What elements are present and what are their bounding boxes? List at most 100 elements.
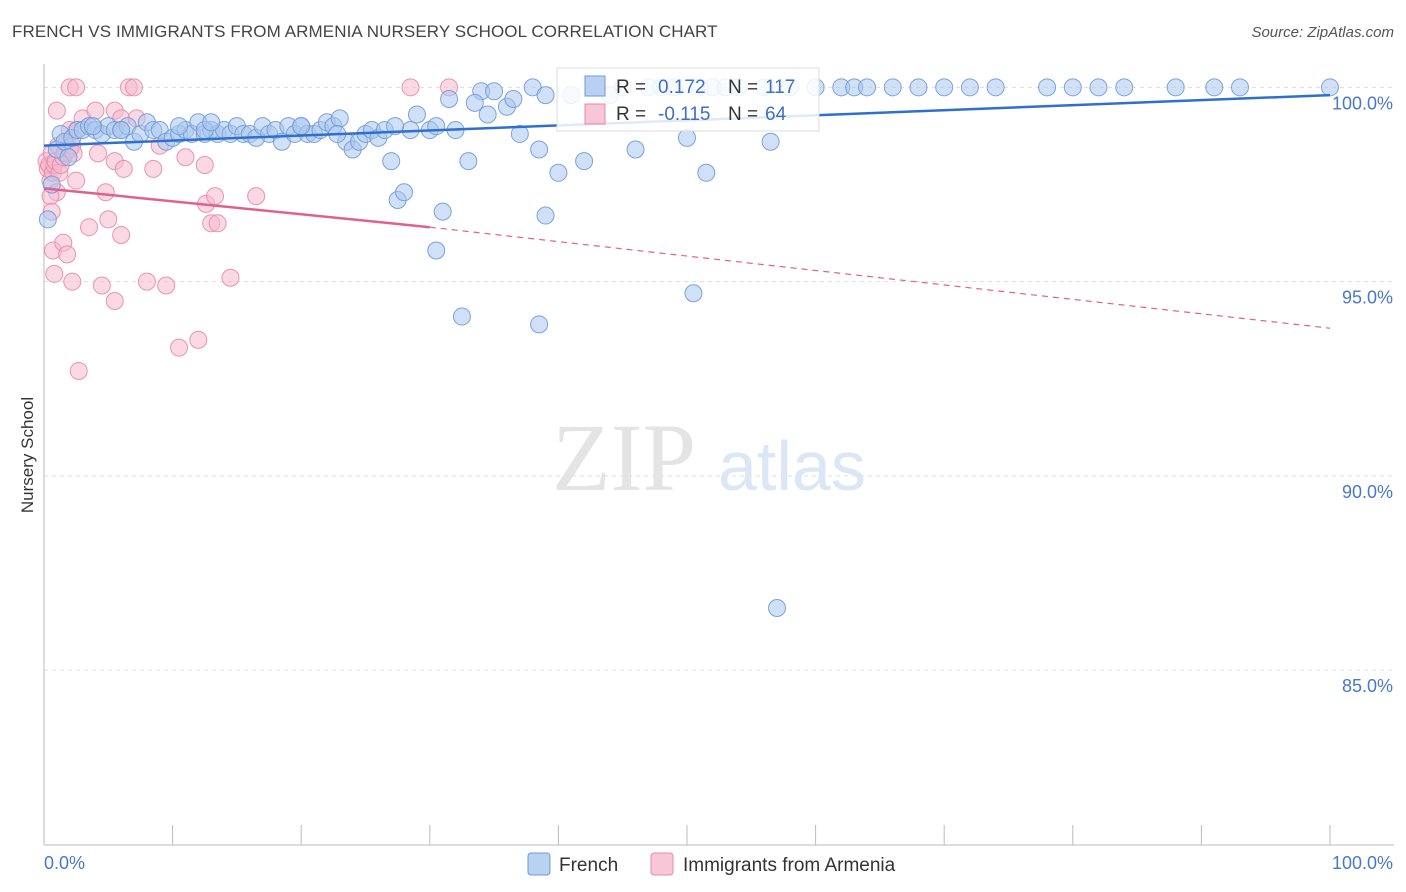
point-french: [1230, 78, 1249, 97]
point-french: [986, 78, 1005, 97]
trend-line-armenia: [43, 187, 430, 229]
point-armenia: [67, 78, 86, 97]
point-armenia: [195, 156, 214, 175]
point-french: [536, 86, 555, 105]
point-armenia: [92, 276, 111, 295]
point-french: [697, 163, 716, 182]
point-french: [549, 163, 568, 182]
point-armenia: [221, 268, 240, 287]
y-tick-label: 100.0%: [1332, 93, 1393, 113]
point-armenia: [99, 210, 118, 229]
point-french: [510, 124, 529, 143]
y-axis-label: Nursery School: [18, 397, 37, 513]
watermark-zip: ZIP: [552, 404, 696, 511]
point-french: [504, 89, 523, 108]
point-armenia: [144, 159, 163, 178]
point-french: [1115, 78, 1134, 97]
point-armenia: [96, 183, 115, 202]
point-french: [459, 152, 478, 171]
point-french: [478, 105, 497, 124]
watermark-atlas: atlas: [718, 427, 866, 505]
point-armenia: [208, 214, 227, 233]
point-french: [427, 241, 446, 260]
stats-n-value-french: 117: [765, 77, 795, 98]
point-french: [112, 121, 131, 140]
point-armenia: [112, 225, 131, 244]
point-french: [485, 82, 504, 101]
stats-r-label-french: R =: [616, 77, 646, 98]
point-french: [626, 140, 645, 159]
point-armenia: [69, 361, 88, 380]
stats-legend: R = 0.172 N = 117 R = -0.115 N = 64: [556, 67, 820, 132]
point-armenia: [80, 218, 99, 237]
y-tick-label: 95.0%: [1342, 288, 1393, 308]
stats-r-value-french: 0.172: [658, 77, 706, 98]
point-armenia: [206, 187, 225, 206]
trend-line-armenia-extrapolated: [429, 226, 1331, 329]
x-tick-label-max: 100.0%: [1332, 853, 1393, 873]
point-armenia: [58, 245, 77, 264]
point-armenia: [176, 148, 195, 167]
point-french: [83, 117, 102, 136]
point-french: [935, 78, 954, 97]
point-french: [883, 78, 902, 97]
point-french: [761, 132, 780, 151]
point-french: [440, 89, 459, 108]
point-french: [530, 140, 549, 159]
point-french: [407, 105, 426, 124]
series-armenia-points: [37, 78, 459, 380]
point-french: [858, 78, 877, 97]
point-french: [1166, 78, 1185, 97]
point-french: [292, 117, 311, 136]
stats-n-label-armenia: N =: [728, 104, 758, 125]
legend-swatch-french: [527, 852, 551, 876]
point-french: [330, 109, 349, 128]
point-french: [684, 284, 703, 303]
point-french: [1089, 78, 1108, 97]
point-french: [536, 206, 555, 225]
legend-label-french: French: [559, 855, 618, 876]
stats-r-value-armenia: -0.115: [658, 104, 710, 125]
point-armenia: [125, 78, 144, 97]
point-armenia: [247, 187, 266, 206]
point-french: [530, 315, 549, 334]
point-french: [768, 598, 787, 617]
point-armenia: [401, 78, 420, 97]
point-french: [433, 202, 452, 221]
point-french: [1205, 78, 1224, 97]
y-tick-label: 90.0%: [1342, 482, 1393, 502]
legend-swatch-armenia: [650, 852, 674, 876]
point-french: [1063, 78, 1082, 97]
chart-source: Source: ZipAtlas.com: [1251, 24, 1394, 41]
point-french: [1038, 78, 1057, 97]
gridlines: 100.0% 95.0% 90.0% 85.0%: [44, 86, 1394, 696]
point-armenia: [189, 330, 208, 349]
y-tick-label: 85.0%: [1342, 676, 1393, 696]
point-armenia: [86, 101, 105, 120]
x-tick-label-min: 0.0%: [44, 853, 85, 873]
point-french: [427, 117, 446, 136]
point-armenia: [67, 171, 86, 190]
point-armenia: [105, 292, 124, 311]
stats-n-label-french: N =: [728, 77, 758, 98]
point-armenia: [45, 264, 64, 283]
series-french-points: [38, 78, 1339, 617]
point-french: [452, 307, 471, 326]
point-french: [678, 128, 696, 147]
point-armenia: [170, 338, 189, 357]
point-french: [382, 152, 401, 171]
point-french: [465, 93, 484, 112]
point-armenia: [89, 144, 108, 163]
point-french: [960, 78, 979, 97]
point-french: [202, 113, 221, 132]
point-french: [170, 117, 189, 136]
bottom-legend: French Immigrants from Armenia: [527, 852, 896, 876]
point-armenia: [114, 159, 133, 178]
point-french: [38, 210, 57, 229]
stats-r-label-armenia: R =: [616, 104, 646, 125]
point-french: [575, 152, 594, 171]
stats-n-value-armenia: 64: [765, 104, 787, 125]
point-armenia: [47, 101, 66, 120]
point-armenia: [137, 272, 156, 291]
